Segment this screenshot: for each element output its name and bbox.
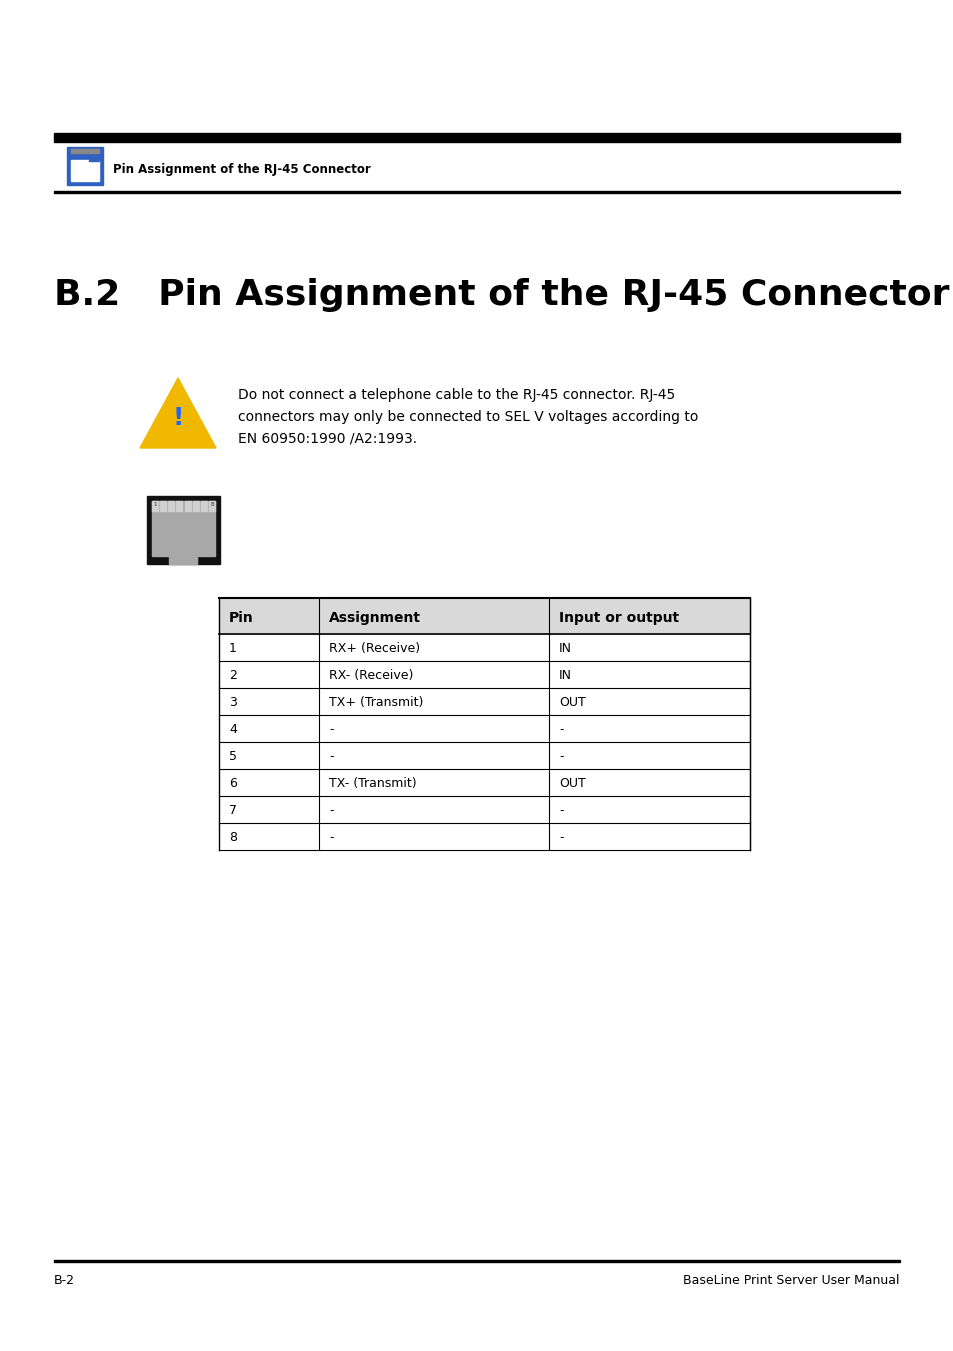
Bar bbox=[67, 147, 103, 185]
Bar bbox=[152, 501, 158, 511]
Bar bbox=[54, 132, 899, 142]
Text: 4: 4 bbox=[229, 723, 236, 736]
Text: IN: IN bbox=[558, 642, 572, 655]
Text: 7: 7 bbox=[229, 804, 236, 817]
Bar bbox=[193, 501, 198, 511]
Bar bbox=[71, 161, 99, 181]
Bar bbox=[89, 149, 99, 161]
Bar bbox=[168, 501, 174, 511]
Text: RX- (Receive): RX- (Receive) bbox=[329, 669, 413, 682]
Text: -: - bbox=[558, 723, 563, 736]
Bar bbox=[54, 1260, 899, 1262]
Text: -: - bbox=[329, 750, 334, 763]
Text: 8: 8 bbox=[211, 503, 213, 507]
Text: -: - bbox=[329, 723, 334, 736]
Text: -: - bbox=[558, 804, 563, 817]
Bar bbox=[184, 501, 191, 511]
Text: RX+ (Receive): RX+ (Receive) bbox=[329, 642, 419, 655]
Bar bbox=[201, 501, 207, 511]
Bar bbox=[71, 149, 99, 153]
Bar bbox=[169, 554, 196, 563]
Text: !: ! bbox=[172, 405, 184, 430]
Text: 3: 3 bbox=[229, 696, 236, 709]
Bar bbox=[54, 190, 899, 193]
Text: Pin: Pin bbox=[229, 611, 253, 626]
Text: Pin Assignment of the RJ-45 Connector: Pin Assignment of the RJ-45 Connector bbox=[112, 162, 371, 176]
Text: -: - bbox=[329, 804, 334, 817]
Text: TX+ (Transmit): TX+ (Transmit) bbox=[329, 696, 423, 709]
Text: 2: 2 bbox=[229, 669, 236, 682]
Text: 8: 8 bbox=[229, 831, 236, 844]
Text: 1: 1 bbox=[152, 503, 156, 507]
Bar bbox=[176, 501, 182, 511]
Text: OUT: OUT bbox=[558, 777, 585, 790]
Text: B-2: B-2 bbox=[54, 1274, 75, 1286]
Text: -: - bbox=[329, 831, 334, 844]
Text: OUT: OUT bbox=[558, 696, 585, 709]
Bar bbox=[152, 501, 214, 557]
Text: Input or output: Input or output bbox=[558, 611, 679, 626]
Bar bbox=[219, 598, 749, 634]
Text: connectors may only be connected to SEL V voltages according to: connectors may only be connected to SEL … bbox=[237, 409, 698, 424]
Text: B.2   Pin Assignment of the RJ-45 Connector: B.2 Pin Assignment of the RJ-45 Connecto… bbox=[54, 278, 948, 312]
Text: Do not connect a telephone cable to the RJ-45 connector. RJ-45: Do not connect a telephone cable to the … bbox=[237, 388, 675, 403]
Text: TX- (Transmit): TX- (Transmit) bbox=[329, 777, 416, 790]
Polygon shape bbox=[140, 378, 215, 449]
Bar bbox=[147, 496, 220, 563]
Text: -: - bbox=[558, 831, 563, 844]
Bar bbox=[160, 501, 166, 511]
Text: Assignment: Assignment bbox=[329, 611, 420, 626]
Text: 5: 5 bbox=[229, 750, 236, 763]
Text: BaseLine Print Server User Manual: BaseLine Print Server User Manual bbox=[682, 1274, 899, 1286]
Text: EN 60950:1990 /A2:1993.: EN 60950:1990 /A2:1993. bbox=[237, 432, 416, 446]
Text: 1: 1 bbox=[229, 642, 236, 655]
Text: -: - bbox=[558, 750, 563, 763]
Text: IN: IN bbox=[558, 669, 572, 682]
Text: 6: 6 bbox=[229, 777, 236, 790]
Bar bbox=[209, 501, 214, 511]
